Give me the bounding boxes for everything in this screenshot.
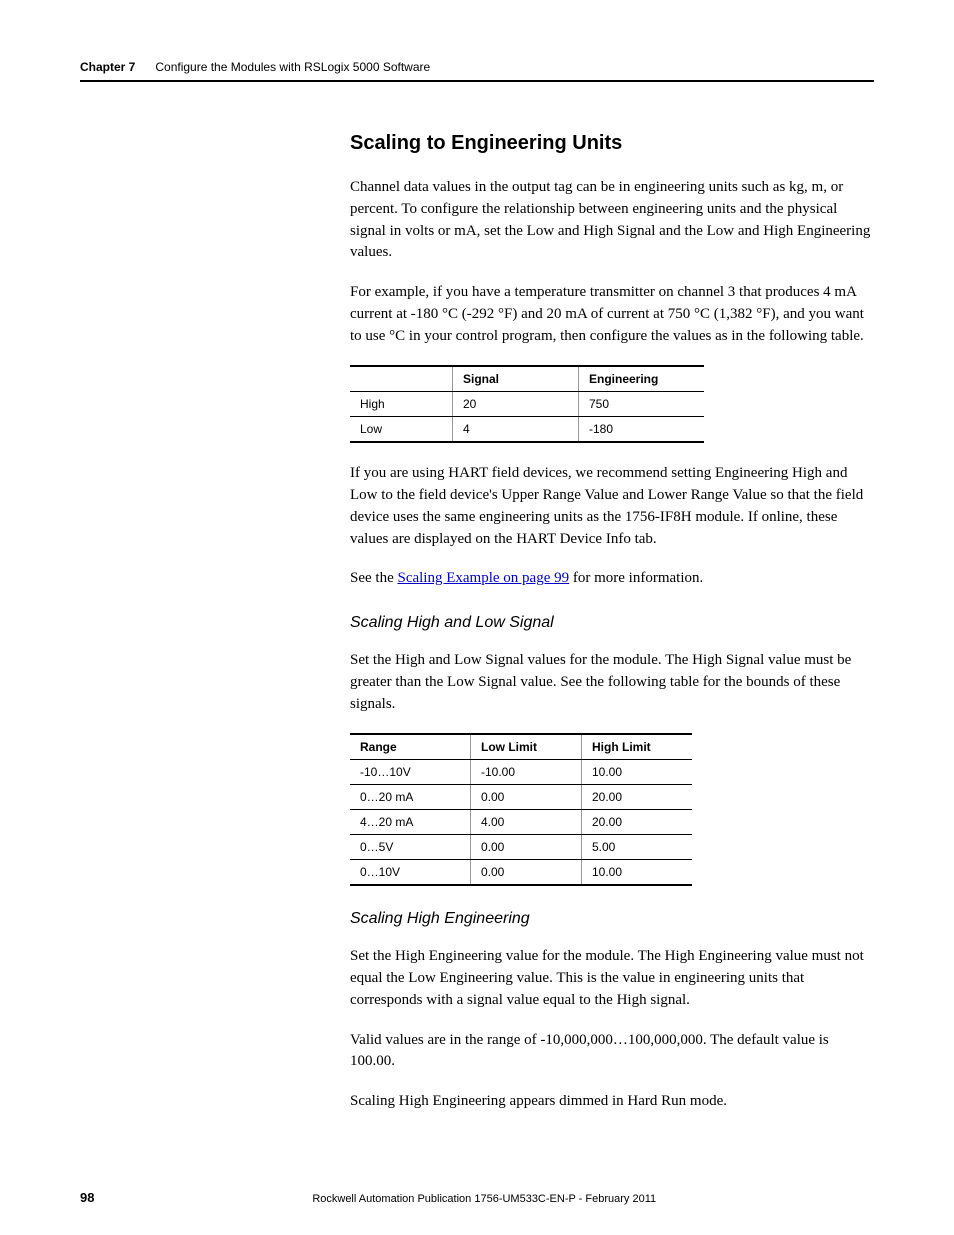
table-cell: 0…20 mA: [350, 785, 471, 810]
table-header: Engineering: [579, 366, 705, 392]
table-cell: -180: [579, 417, 705, 443]
table-header: Range: [350, 734, 471, 760]
paragraph: Channel data values in the output tag ca…: [350, 177, 874, 264]
footer-publication: Rockwell Automation Publication 1756-UM5…: [94, 1193, 874, 1205]
table-cell: 750: [579, 392, 705, 417]
table-row: Low 4 -180: [350, 417, 704, 443]
paragraph: If you are using HART field devices, we …: [350, 463, 874, 550]
table-row: 0…5V 0.00 5.00: [350, 835, 692, 860]
table-cell: 0.00: [471, 835, 582, 860]
chapter-label: Chapter 7: [80, 60, 135, 74]
table-cell: -10…10V: [350, 760, 471, 785]
table-cell: 20: [453, 392, 579, 417]
table-cell: 10.00: [582, 860, 693, 886]
paragraph: Set the High and Low Signal values for t…: [350, 650, 874, 715]
table-row: -10…10V -10.00 10.00: [350, 760, 692, 785]
signal-engineering-table: Signal Engineering High 20 750 Low 4 -18…: [350, 365, 704, 443]
table-cell: 10.00: [582, 760, 693, 785]
section-title: Scaling to Engineering Units: [350, 132, 874, 155]
subsection-title: Scaling High and Low Signal: [350, 614, 874, 632]
table-cell: 0.00: [471, 785, 582, 810]
text: for more information.: [569, 570, 703, 586]
table-cell: 20.00: [582, 785, 693, 810]
table-cell: 20.00: [582, 810, 693, 835]
table-header: Signal: [453, 366, 579, 392]
text: See the: [350, 570, 397, 586]
paragraph: Set the High Engineering value for the m…: [350, 946, 874, 1011]
table-header: High Limit: [582, 734, 693, 760]
table-row: 4…20 mA 4.00 20.00: [350, 810, 692, 835]
paragraph: Scaling High Engineering appears dimmed …: [350, 1091, 874, 1113]
page-footer: 98 Rockwell Automation Publication 1756-…: [80, 1190, 874, 1205]
table-row: 0…10V 0.00 10.00: [350, 860, 692, 886]
table-header: [350, 366, 453, 392]
table-cell: 4.00: [471, 810, 582, 835]
table-cell: 0.00: [471, 860, 582, 886]
table-header: Low Limit: [471, 734, 582, 760]
main-content: Scaling to Engineering Units Channel dat…: [350, 132, 874, 1113]
table-header-row: Signal Engineering: [350, 366, 704, 392]
page-number: 98: [80, 1190, 94, 1205]
table-cell: 4…20 mA: [350, 810, 471, 835]
paragraph: See the Scaling Example on page 99 for m…: [350, 568, 874, 590]
table-row: 0…20 mA 0.00 20.00: [350, 785, 692, 810]
table-row: High 20 750: [350, 392, 704, 417]
chapter-title: Configure the Modules with RSLogix 5000 …: [155, 60, 430, 74]
table-cell: 0…10V: [350, 860, 471, 886]
table-cell: Low: [350, 417, 453, 443]
table-cell: -10.00: [471, 760, 582, 785]
table-cell: 0…5V: [350, 835, 471, 860]
subsection-title: Scaling High Engineering: [350, 910, 874, 928]
table-header-row: Range Low Limit High Limit: [350, 734, 692, 760]
table-cell: High: [350, 392, 453, 417]
table-cell: 4: [453, 417, 579, 443]
scaling-example-link[interactable]: Scaling Example on page 99: [397, 570, 569, 586]
range-limits-table: Range Low Limit High Limit -10…10V -10.0…: [350, 733, 692, 886]
table-cell: 5.00: [582, 835, 693, 860]
paragraph: Valid values are in the range of -10,000…: [350, 1030, 874, 1074]
page-header: Chapter 7 Configure the Modules with RSL…: [80, 60, 874, 74]
header-rule: [80, 80, 874, 82]
paragraph: For example, if you have a temperature t…: [350, 282, 874, 347]
